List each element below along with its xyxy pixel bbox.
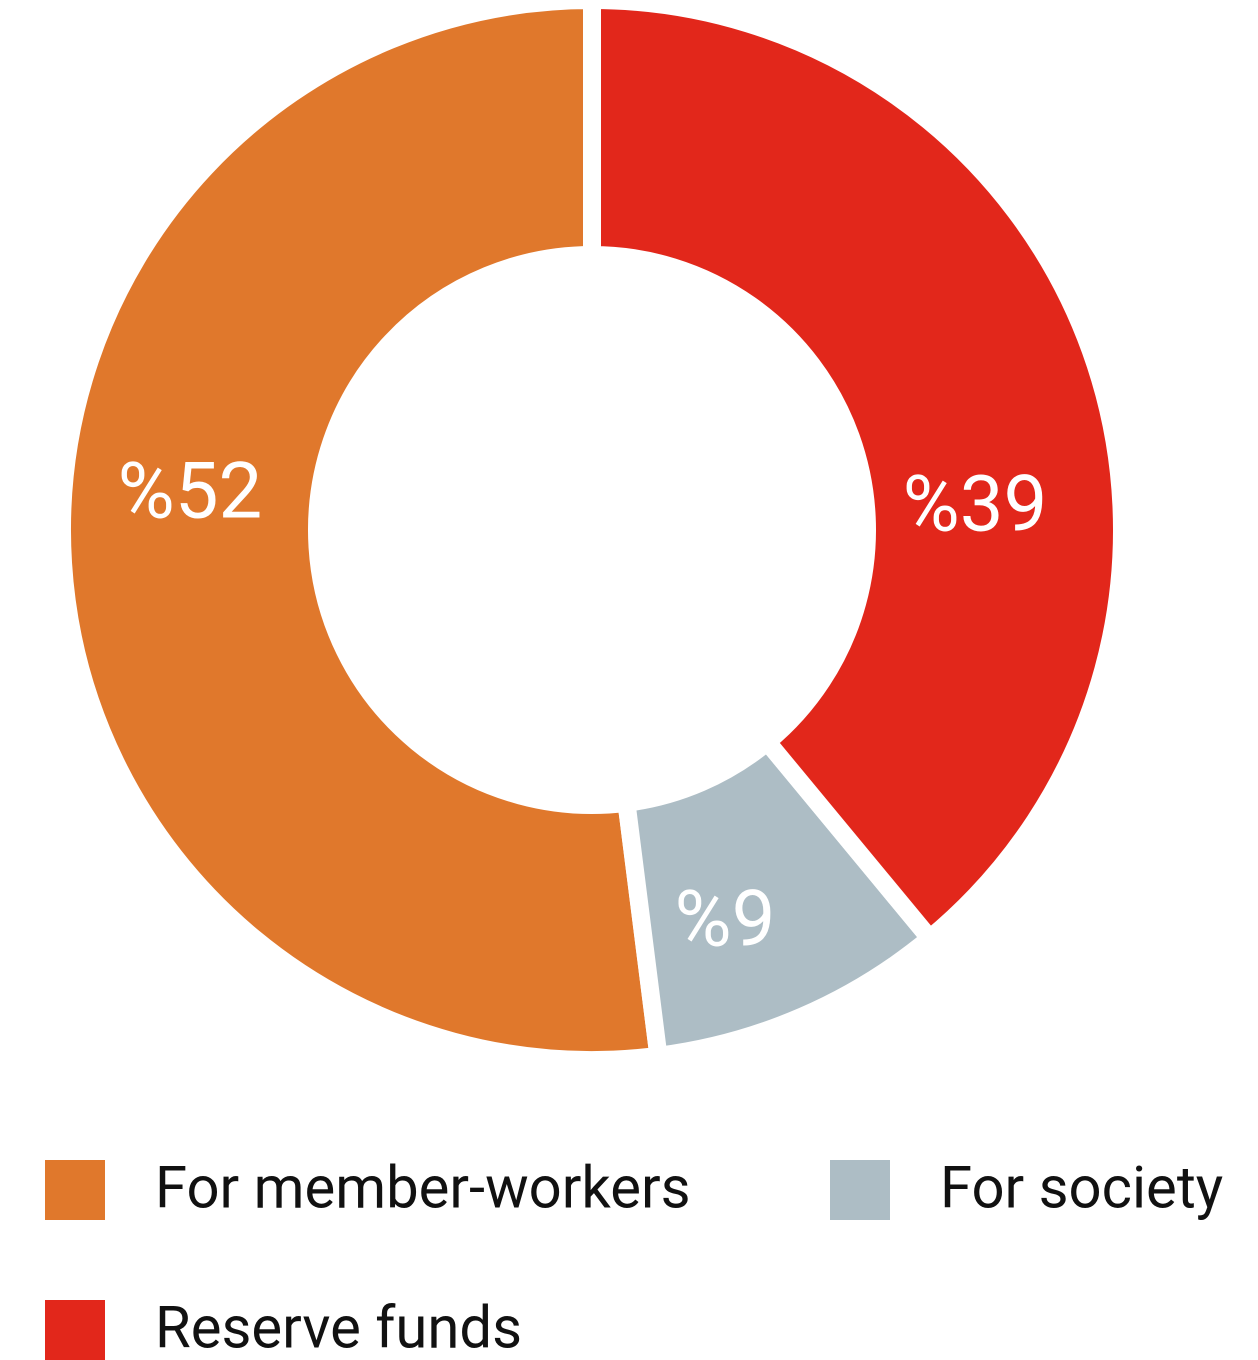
donut-slice (583, 0, 1131, 952)
value-label: %52 (118, 447, 263, 538)
legend-swatch (45, 1300, 105, 1360)
legend-label: For society (940, 1154, 1223, 1222)
donut-slice (53, 0, 669, 1069)
value-label: %39 (903, 460, 1048, 551)
legend-label: Reserve funds (155, 1294, 522, 1360)
legend-label: For member-workers (155, 1154, 691, 1222)
legend-swatch (45, 1160, 105, 1220)
value-label: %9 (675, 875, 776, 966)
legend-swatch (830, 1160, 890, 1220)
